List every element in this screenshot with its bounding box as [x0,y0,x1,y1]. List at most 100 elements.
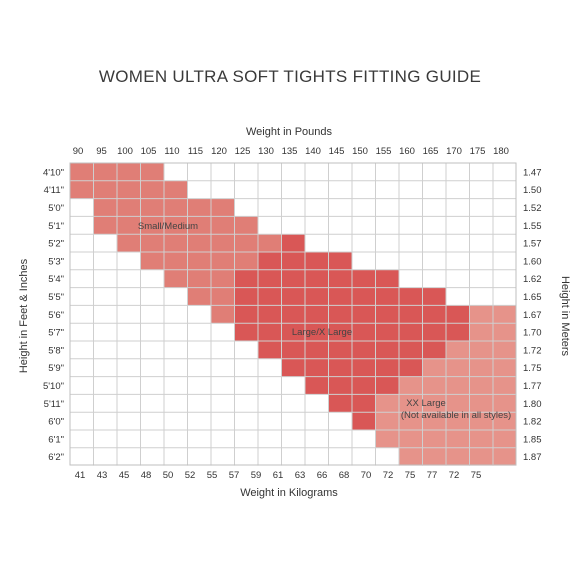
grid-cell [446,269,470,288]
x-top-tick-label: 90 [73,146,84,157]
grid-cell [281,394,305,413]
grid-cell [234,447,258,466]
grid-cell [328,376,352,395]
grid-cell [469,287,493,306]
grid-cell [399,269,423,288]
grid-cell [469,412,493,430]
grid-cell [140,269,164,288]
x-top-tick-label: 105 [141,146,157,157]
grid-cell [93,252,117,270]
x-bottom-axis-title: Weight in Kilograms [240,487,338,499]
x-top-tick-label: 130 [258,146,274,157]
grid-cell [164,234,188,252]
x-bottom-tick-label: 50 [163,470,174,481]
grid-cell [305,269,329,288]
grid-cell [422,234,446,252]
y-left-tick-label: 5'1" [48,221,64,232]
grid-cell [211,305,235,324]
grid-cell [422,376,446,395]
grid-cell [305,430,329,448]
x-top-tick-label: 155 [376,146,392,157]
y-left-tick-label: 6'0" [48,417,64,428]
grid-cell [70,358,94,377]
y-left-tick-label: 5'2" [48,239,64,250]
grid-cell [93,430,117,448]
x-bottom-tick-label: 68 [339,470,350,481]
grid-cell [211,216,235,235]
y-right-tick-label: 1.77 [523,381,542,392]
grid-cell [399,216,423,235]
grid-cell [446,305,470,324]
grid-cell [258,323,282,341]
y-left-ticks: 4'10" 4'11" 5'0" 5'1" 5'2" 5'3" 5'4" 5'5" 5'6" 5'… [43,167,64,463]
grid-cell [305,234,329,252]
grid-cell [93,447,117,466]
y-left-tick-label: 5'6" [48,310,64,321]
grid-cell [352,358,376,377]
grid-cell [140,376,164,395]
grid-cell [117,163,141,181]
grid-cell [375,447,399,466]
grid-cell [281,269,305,288]
x-top-tick-label: 100 [117,146,133,157]
grid-cell [164,447,188,466]
grid-cell [493,287,517,306]
grid-cell [352,252,376,270]
grid-cell [422,287,446,306]
x-top-ticks: 90 95 100 105 110 115 120 125 130 135 140 145 150 155… [73,146,509,157]
grid-cell [234,163,258,181]
grid-cell [140,180,164,199]
grid-cell [469,447,493,466]
grid-cell [117,305,141,324]
grid-cell [352,394,376,413]
y-left-tick-label: 4'10" [43,167,64,178]
grid-cell [234,269,258,288]
grid-cell [70,323,94,341]
grid-cell [258,358,282,377]
grid-cell [446,358,470,377]
grid-cell [117,341,141,359]
grid-cell [493,323,517,341]
grid-cell [446,180,470,199]
grid-cell [493,198,517,217]
x-top-tick-label: 125 [235,146,251,157]
grid-cell [258,341,282,359]
grid-cell [352,198,376,217]
grid-cell [281,376,305,395]
grid-cell [93,323,117,341]
x-top-tick-label: 165 [423,146,439,157]
y-right-tick-label: 1.72 [523,345,542,356]
grid-cell [281,180,305,199]
grid-cell [234,216,258,235]
grid-cell [258,163,282,181]
grid-cell [281,252,305,270]
grid-cells [70,163,517,466]
grid-cell [281,198,305,217]
grid-cell [469,305,493,324]
grid-cell [399,287,423,306]
y-right-tick-label: 1.55 [523,221,542,232]
grid-cell [281,341,305,359]
grid-cell [446,252,470,270]
grid-cell [140,323,164,341]
grid-cell [305,412,329,430]
grid-cell [422,430,446,448]
grid-cell [328,323,352,341]
grid-cell [469,252,493,270]
grid-cell [328,198,352,217]
grid-cell [187,163,211,181]
grid-cell [187,252,211,270]
grid-cell [70,163,94,181]
grid-cell [422,358,446,377]
grid-cell [422,180,446,199]
x-bottom-tick-label: 45 [119,470,130,481]
grid-cell [70,180,94,199]
grid-cell [493,180,517,199]
grid-cell [117,376,141,395]
grid-cell [328,180,352,199]
grid-cell [164,287,188,306]
grid-cell [258,252,282,270]
grid-cell [375,180,399,199]
grid-cell [211,358,235,377]
grid-cell [70,341,94,359]
